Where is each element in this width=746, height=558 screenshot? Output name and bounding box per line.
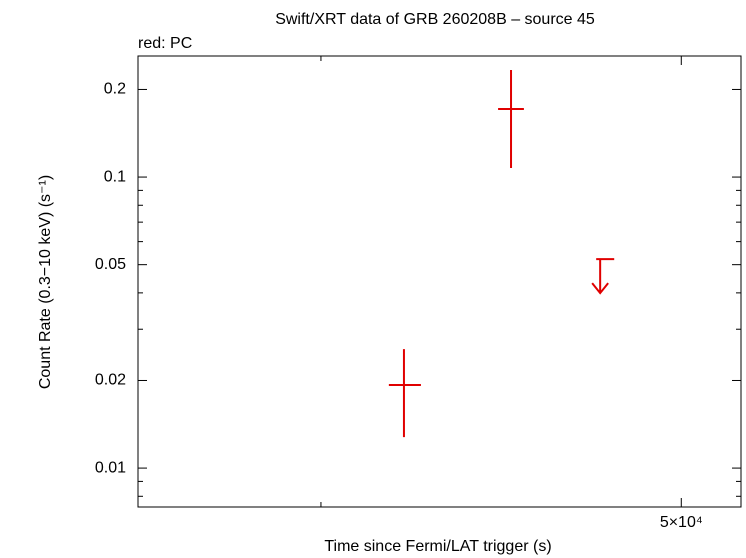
x-axis-label: Time since Fermi/LAT trigger (s) xyxy=(324,538,551,555)
upper-limit-arrow xyxy=(591,259,609,295)
y-tick-label: 0.05 xyxy=(95,256,126,273)
x-tick-label: 5×10⁴ xyxy=(660,514,703,531)
y-tick-label: 0.02 xyxy=(95,372,126,389)
plot-frame xyxy=(137,55,742,508)
chart-title: Swift/XRT data of GRB 260208B – source 4… xyxy=(275,11,595,28)
y-tick-label: 0.1 xyxy=(104,168,126,185)
y-tick-label: 0.2 xyxy=(104,81,126,98)
chart-subtitle: red: PC xyxy=(138,35,192,52)
y-axis-label: Count Rate (0.3−10 keV) (s⁻¹) xyxy=(37,175,54,389)
y-tick-label: 0.01 xyxy=(95,459,126,476)
